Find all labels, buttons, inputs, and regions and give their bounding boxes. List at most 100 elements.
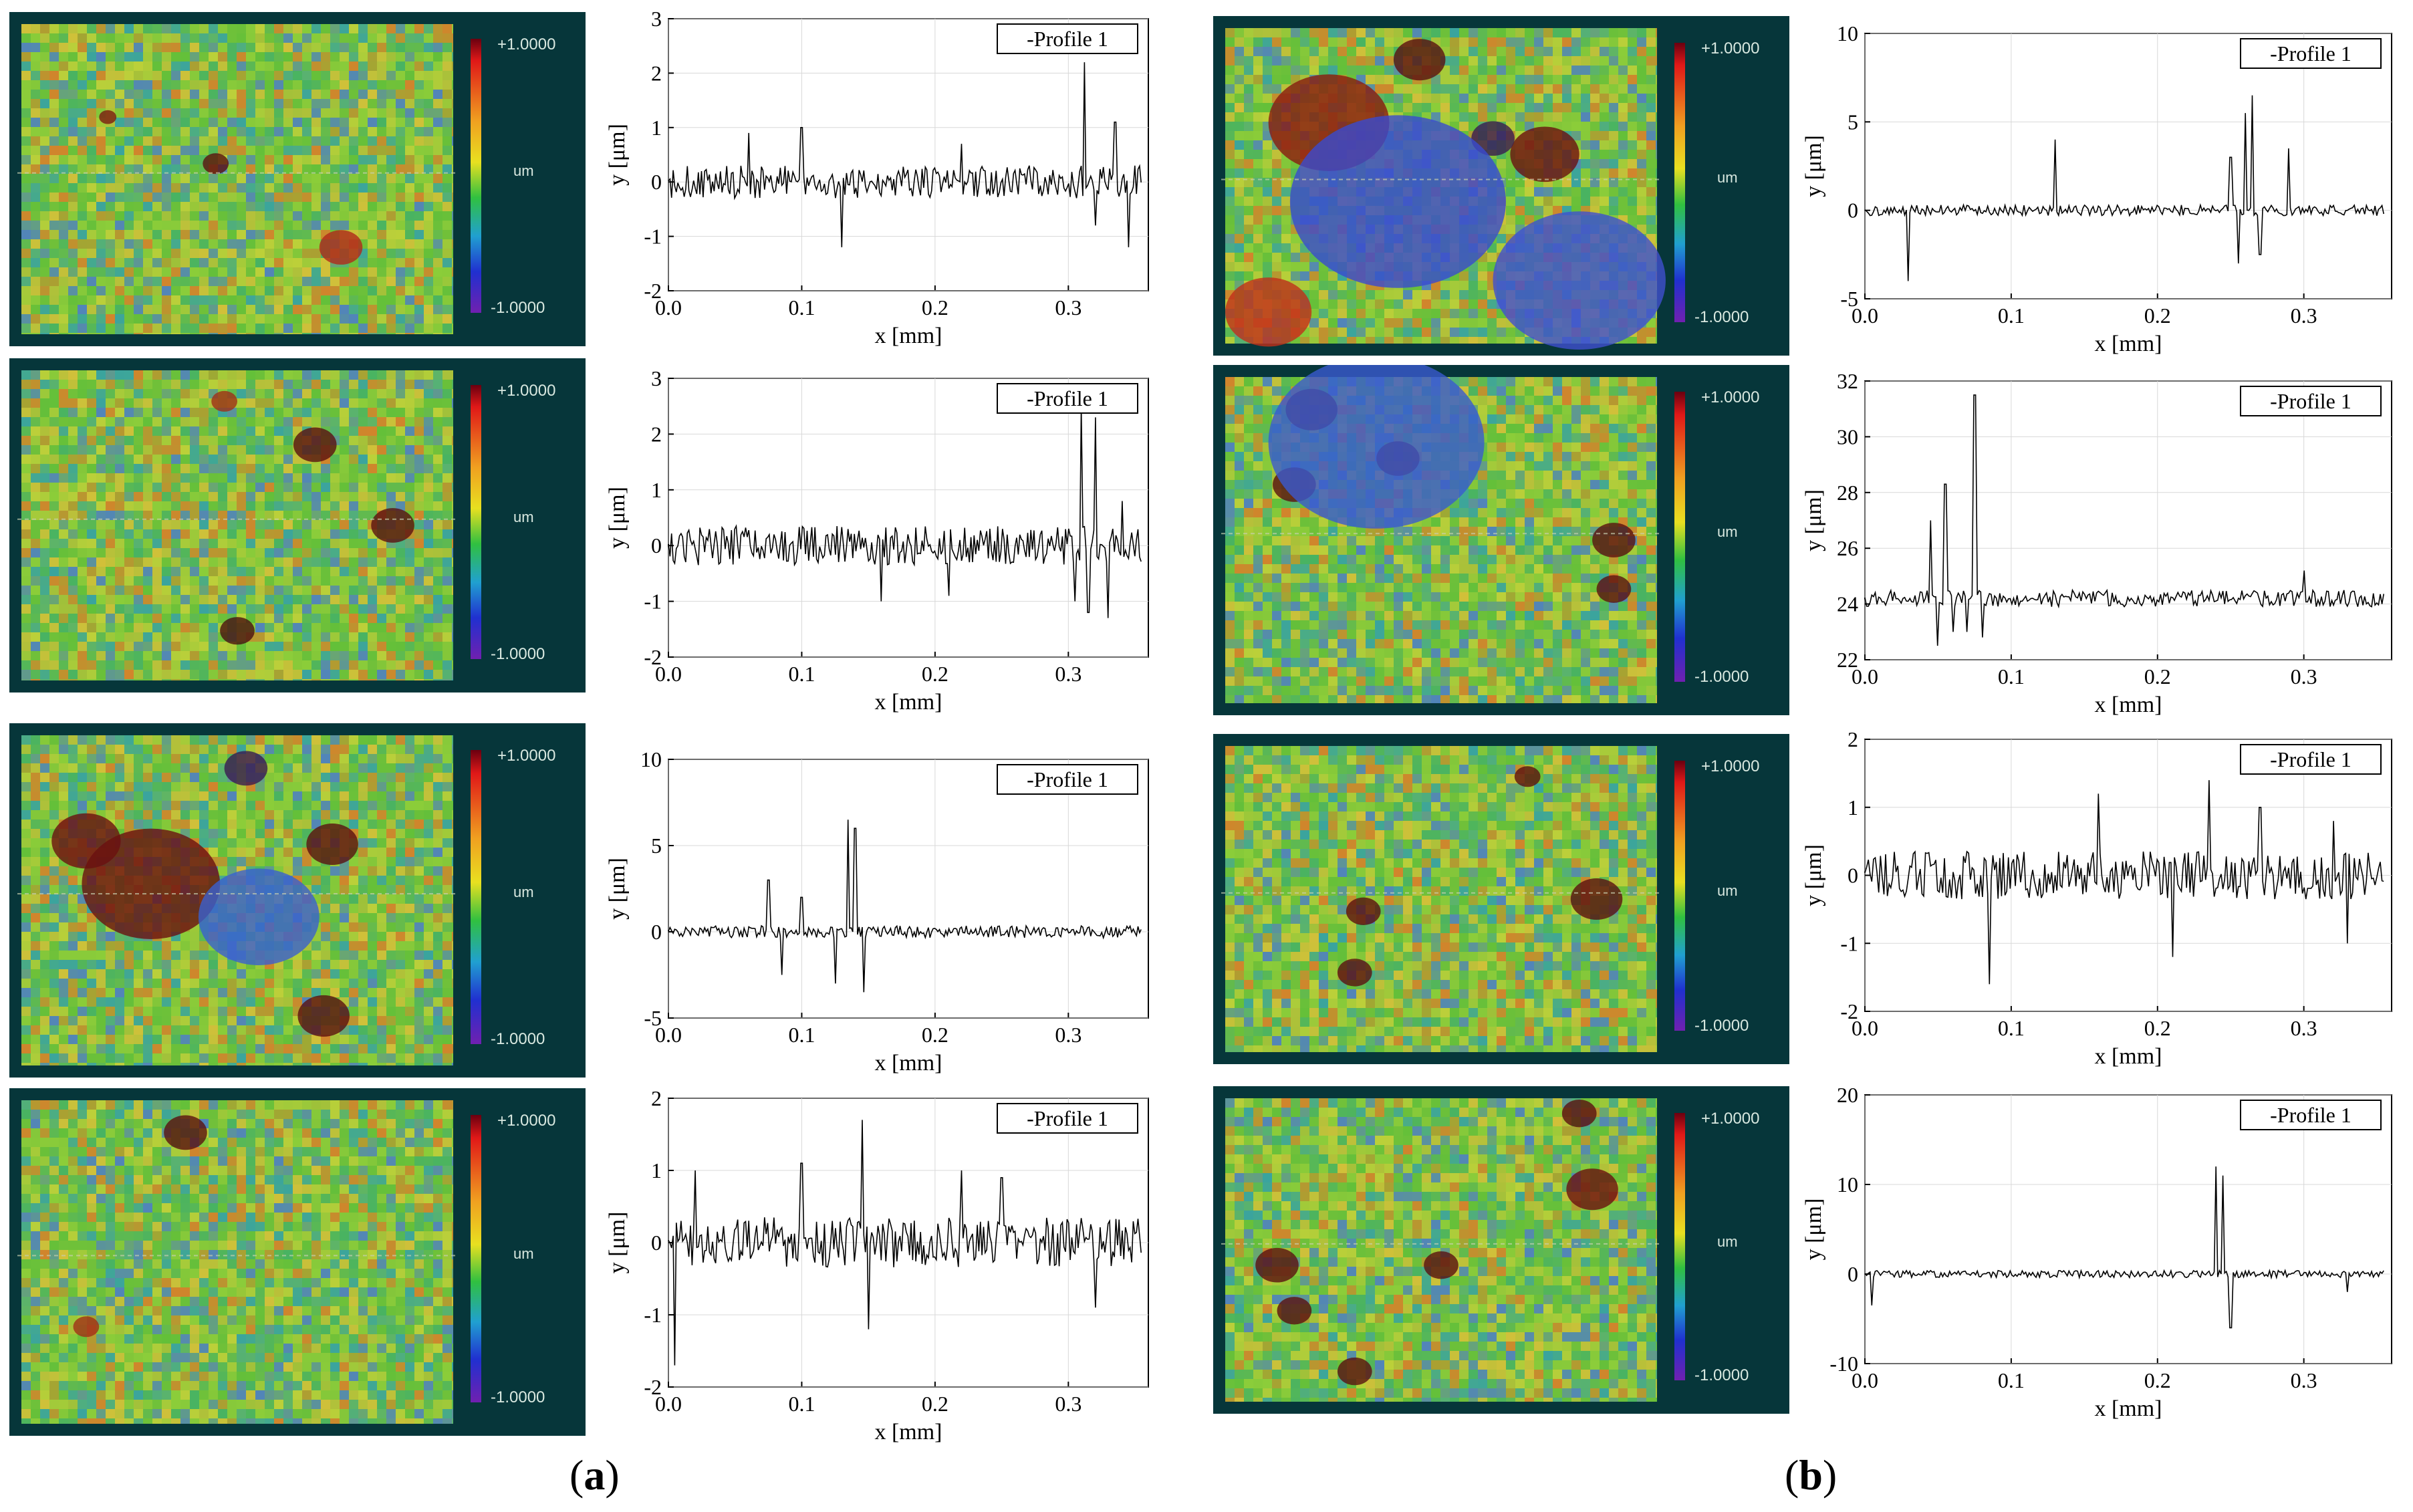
- y-tick-label: 0: [1848, 864, 1858, 888]
- x-tick-label: 0.2: [2144, 1016, 2171, 1040]
- y-axis-label: y [μm]: [1801, 844, 1826, 906]
- legend-label: -Profile 1: [1027, 767, 1108, 791]
- y-tick-label: 2: [651, 1086, 662, 1110]
- x-tick-label: 0.0: [655, 1023, 682, 1047]
- colorbar: [471, 1115, 481, 1402]
- surface-feature: [1566, 1168, 1618, 1211]
- profile-chart-b1: 0.0 0.1 0.2 0.3 -5 0 5 10 -Profile 1 x [mm] y [μm]: [1798, 21, 2400, 362]
- y-tick-label: 10: [640, 747, 662, 771]
- surface-feature: [203, 153, 229, 174]
- surface-feature: [1337, 959, 1372, 987]
- colorbar-min-label: -1.0000: [491, 1388, 545, 1406]
- y-tick-label: 1: [1848, 795, 1858, 820]
- x-axis-label: x [mm]: [874, 1420, 942, 1444]
- surface-map-a4: +1.0000 um -1.0000: [9, 1088, 586, 1436]
- legend-box: [2240, 386, 2382, 416]
- y-tick-label: -2: [644, 645, 662, 669]
- surface-feature: [1393, 39, 1446, 81]
- x-axis-label: x [mm]: [2094, 1396, 2162, 1421]
- legend-label: -Profile 1: [2270, 747, 2352, 771]
- y-tick-label: 3: [651, 366, 662, 390]
- surface-feature: [198, 868, 320, 966]
- surface-feature: [306, 824, 358, 866]
- legend-box: [997, 1103, 1138, 1134]
- y-tick-label: 0: [1848, 199, 1858, 223]
- x-tick-label: 0.3: [2291, 664, 2317, 688]
- y-tick-label: 5: [1848, 110, 1858, 134]
- legend-box: [2240, 38, 2382, 69]
- surface-feature: [1592, 523, 1636, 557]
- x-tick-label: 0.3: [1055, 1023, 1082, 1047]
- x-tick-label: 0.3: [2291, 1016, 2317, 1040]
- profile-series-line: [668, 1120, 1142, 1366]
- x-tick-label: 0.0: [1852, 1016, 1878, 1040]
- x-tick-label: 0.1: [788, 1023, 815, 1047]
- x-axis-label: x [mm]: [874, 1051, 942, 1076]
- y-tick-label: 10: [1837, 1172, 1858, 1196]
- surface-feature: [1289, 115, 1506, 288]
- x-tick-label: 0.0: [655, 1392, 682, 1416]
- y-tick-label: 24: [1837, 592, 1858, 616]
- legend-label: -Profile 1: [2270, 1103, 2352, 1127]
- caption-a: (a): [569, 1451, 620, 1499]
- colorbar-unit-label: um: [513, 162, 534, 179]
- x-tick-label: 0.1: [788, 1392, 815, 1416]
- x-axis-label: x [mm]: [2094, 332, 2162, 356]
- surface-feature: [1225, 277, 1312, 347]
- surface-feature: [293, 427, 337, 463]
- x-tick-label: 0.0: [1852, 303, 1878, 328]
- y-tick-label: 5: [651, 834, 662, 858]
- colorbar: [1674, 392, 1685, 682]
- x-tick-label: 0.3: [1055, 1392, 1082, 1416]
- caption-b: (b): [1785, 1451, 1837, 1499]
- x-tick-label: 0.3: [1055, 295, 1082, 320]
- profile-chart-a3: 0.0 0.1 0.2 0.3 -5 0 5 10 -Profile 1 x [mm] y [μm]: [602, 747, 1156, 1082]
- legend-label: -Profile 1: [1027, 386, 1108, 410]
- legend-label: -Profile 1: [1027, 1106, 1108, 1130]
- y-tick-label: -1: [644, 225, 662, 249]
- colorbar: [1674, 43, 1685, 322]
- profile-chart-a1: 0.0 0.1 0.2 0.3 -2 -1 0 1 2 3 -Profile 1 x [mm] y [μ…: [602, 7, 1156, 354]
- surface-feature: [1493, 211, 1666, 350]
- surface-texture: [21, 1100, 453, 1424]
- profile-series-line: [1864, 394, 2384, 646]
- x-tick-label: 0.2: [2144, 1368, 2171, 1392]
- surface-feature: [99, 110, 117, 124]
- surface-map-a2: +1.0000 um -1.0000: [9, 358, 586, 692]
- colorbar-min-label: -1.0000: [1694, 1017, 1749, 1035]
- y-tick-label: 2: [651, 61, 662, 85]
- profile-chart-a2: 0.0 0.1 0.2 0.3 -2 -1 0 1 2 3 -Profile 1 x [mm] y [μ…: [602, 366, 1156, 721]
- y-tick-label: -10: [1829, 1352, 1858, 1376]
- surface-map-a1: +1.0000 um -1.0000: [9, 12, 586, 346]
- surface-feature: [1255, 1247, 1299, 1283]
- colorbar-unit-label: um: [513, 884, 534, 900]
- y-tick-label: -5: [1840, 287, 1858, 311]
- colorbar-unit-label: um: [1717, 882, 1738, 899]
- colorbar: [471, 750, 481, 1044]
- colorbar-unit-label: um: [1717, 1233, 1738, 1250]
- y-tick-label: 0: [651, 533, 662, 557]
- y-tick-label: -1: [644, 1303, 662, 1327]
- y-tick-label: 22: [1837, 648, 1858, 672]
- y-tick-label: 2: [651, 422, 662, 446]
- surface-feature: [224, 751, 268, 786]
- x-tick-label: 0.0: [1852, 664, 1878, 688]
- plot-area: [1864, 33, 2392, 299]
- surface-feature: [211, 390, 237, 412]
- y-axis-label: y [μm]: [1801, 135, 1826, 197]
- colorbar-max-label: +1.0000: [1701, 757, 1759, 775]
- plot-area: [1864, 1094, 2392, 1364]
- colorbar-unit-label: um: [513, 1245, 534, 1262]
- surface-feature: [1471, 121, 1515, 156]
- colorbar-min-label: -1.0000: [491, 645, 545, 663]
- colorbar-max-label: +1.0000: [497, 35, 555, 53]
- surface-texture: [21, 370, 453, 680]
- colorbar: [471, 385, 481, 659]
- legend-label: -Profile 1: [2270, 389, 2352, 413]
- legend-box: [2240, 1100, 2382, 1130]
- colorbar: [1674, 1113, 1685, 1380]
- surface-feature: [82, 828, 221, 939]
- profile-series-line: [668, 820, 1142, 993]
- surface-texture: [21, 24, 453, 334]
- surface-feature: [297, 995, 350, 1037]
